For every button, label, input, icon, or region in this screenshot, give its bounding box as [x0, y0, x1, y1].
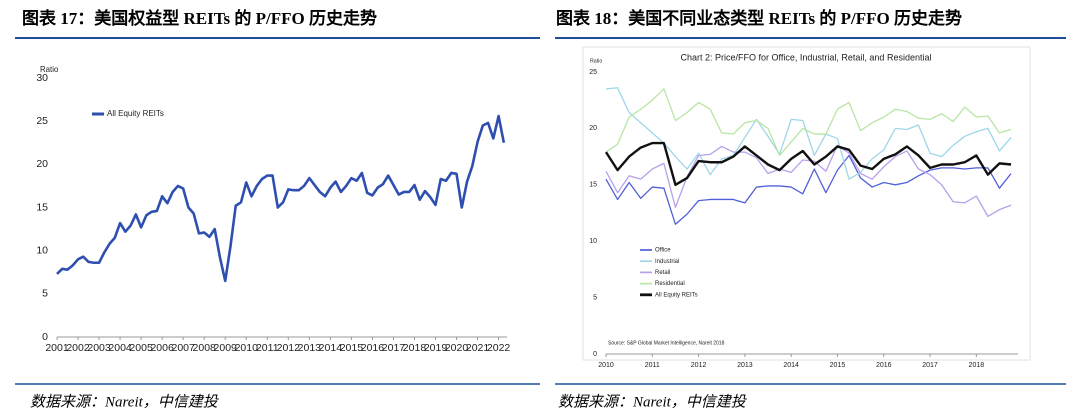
x-tick-label: 2019 — [424, 342, 448, 354]
figure-title: 图表 17：美国权益型 REITs 的 P/FFO 历史走势 — [22, 8, 377, 28]
x-tick-label: 2017 — [922, 362, 938, 369]
y-tick-label: 15 — [36, 201, 48, 213]
y-tick-label: 15 — [589, 182, 597, 189]
series-line — [605, 88, 1012, 157]
y-axis-label: Ratio — [40, 65, 59, 74]
x-tick-label: 2016 — [361, 342, 385, 354]
x-tick-label: 2016 — [876, 362, 892, 369]
x-tick-label: 2018 — [403, 342, 427, 354]
x-tick-label: 2022 — [487, 342, 511, 354]
x-tick-label: 2015 — [830, 362, 846, 369]
chart-frame — [582, 46, 1031, 361]
x-tick-label: 2012 — [277, 342, 301, 354]
x-tick-label: 2020 — [445, 342, 469, 354]
x-tick-label: 2017 — [382, 342, 406, 354]
y-tick-label: 10 — [36, 244, 48, 256]
legend-label: All Equity REITs — [655, 292, 698, 298]
legend-label: Residential — [655, 281, 685, 287]
series-line — [605, 87, 1012, 180]
y-tick-label: 5 — [42, 288, 48, 300]
x-tick-label: 2010 — [598, 362, 614, 369]
legend-label: All Equity REITs — [107, 109, 164, 118]
series-line — [605, 154, 1012, 225]
x-tick-label: 2014 — [319, 342, 343, 354]
series-line — [604, 141, 1012, 186]
x-tick-label: 2018 — [969, 362, 985, 369]
y-tick-label: 0 — [593, 351, 597, 358]
chart-note: Source: S&P Global Market Intelligence, … — [608, 340, 725, 346]
x-tick-label: 2008 — [193, 342, 217, 354]
x-tick-label: 2013 — [298, 342, 322, 354]
x-tick-label: 2005 — [129, 342, 153, 354]
source: 数据来源：Nareit，中信建投 — [30, 393, 220, 410]
series-line — [56, 114, 506, 283]
x-tick-label: 2011 — [256, 342, 279, 354]
legend-label: Retail — [655, 270, 670, 276]
x-tick-label: 2013 — [737, 362, 753, 369]
x-tick-label: 2015 — [340, 342, 364, 354]
x-tick-label: 2011 — [645, 362, 660, 369]
source: 数据来源：Nareit，中信建投 — [558, 393, 748, 410]
x-tick-label: 2009 — [214, 342, 238, 354]
x-tick-label: 2004 — [108, 342, 132, 354]
x-tick-label: 2006 — [150, 342, 174, 354]
chart-subtitle: Chart 2: Price/FFO for Office, Industria… — [681, 52, 932, 62]
figure-title: 图表 18：美国不同业态类型 REITs 的 P/FFO 历史走势 — [556, 8, 962, 28]
x-tick-label: 2021 — [466, 342, 490, 354]
x-tick-label: 2007 — [171, 342, 195, 354]
y-tick-label: 5 — [593, 294, 597, 301]
x-tick-label: 2002 — [66, 342, 90, 354]
series-line — [605, 144, 1012, 218]
y-tick-label: 20 — [589, 125, 597, 132]
x-tick-label: 2014 — [783, 362, 799, 369]
y-tick-label: 30 — [36, 72, 48, 84]
x-tick-label: 2003 — [87, 342, 111, 354]
y-axis-label: Ratio — [590, 58, 602, 64]
legend-label: Industrial — [655, 259, 679, 265]
x-tick-label: 2001 — [45, 342, 69, 354]
x-tick-label: 2012 — [691, 362, 707, 369]
x-tick-label: 2010 — [235, 342, 259, 354]
y-tick-label: 25 — [36, 115, 48, 127]
legend-label: Office — [655, 248, 671, 254]
y-tick-label: 25 — [589, 69, 597, 76]
y-tick-label: 20 — [36, 158, 48, 170]
y-tick-label: 0 — [42, 331, 48, 343]
y-tick-label: 10 — [589, 238, 597, 245]
